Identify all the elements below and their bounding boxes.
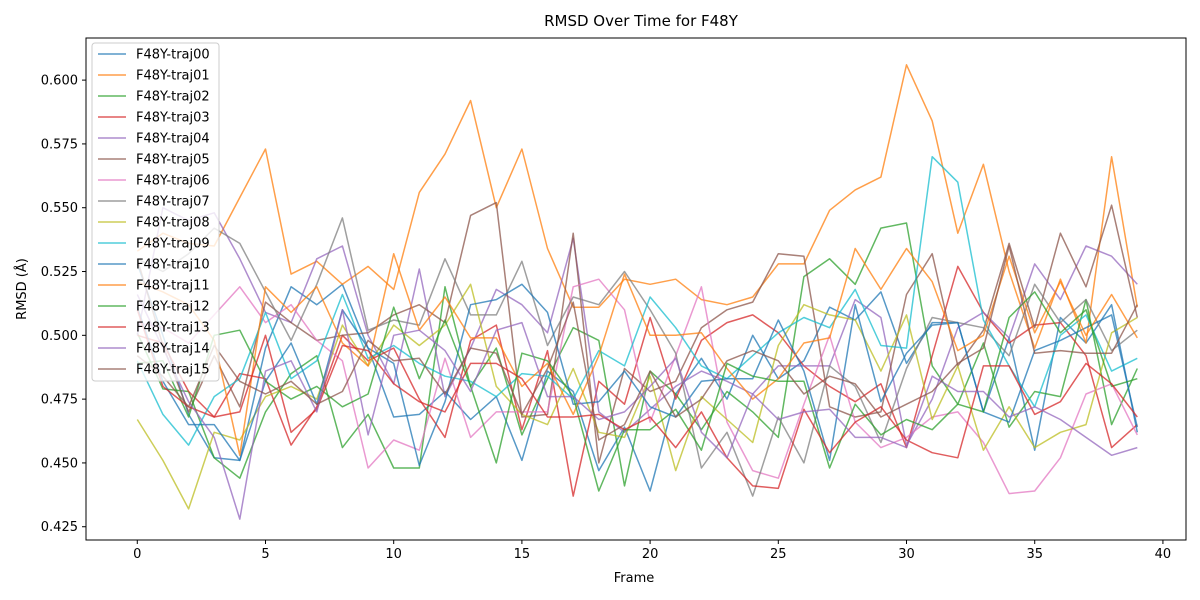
legend-label: F48Y-traj00: [136, 48, 210, 63]
y-tick-label: 0.475: [41, 393, 78, 408]
series-line-7: [136, 217, 1138, 497]
series-line-13: [136, 309, 1138, 490]
legend-label: F48Y-traj04: [136, 132, 210, 147]
legend-label: F48Y-traj13: [136, 321, 210, 336]
series-line-6: [137, 278, 1138, 495]
series-line-4: [136, 206, 1138, 446]
x-tick-label: 10: [385, 547, 402, 562]
legend: F48Y-traj00 F48Y-traj01 F48Y-traj02 F48Y-tr…: [91, 42, 220, 382]
legend-label: F48Y-traj03: [136, 111, 210, 126]
legend-label: F48Y-traj07: [136, 195, 210, 210]
legend-label: F48Y-traj12: [136, 300, 210, 315]
series-line-5: [136, 201, 1139, 464]
y-axis-title: RMSD (Å): [14, 258, 30, 320]
chart-title: RMSD Over Time for F48Y: [544, 12, 739, 30]
x-axis: 0 5 10 15 20 25 30 35 40: [133, 540, 1171, 562]
legend-label: F48Y-traj15: [136, 363, 210, 378]
legend-label: F48Y-traj14: [136, 342, 210, 357]
legend-box: [91, 42, 220, 382]
series-line-11: [137, 247, 1138, 457]
legend-items: F48Y-traj00 F48Y-traj01 F48Y-traj02 F48Y-tr…: [98, 48, 210, 378]
x-tick-label: 0: [133, 547, 141, 562]
legend-label: F48Y-traj08: [136, 216, 210, 231]
legend-label: F48Y-traj09: [136, 237, 210, 252]
series-line-10: [136, 283, 1139, 467]
y-tick-label: 0.575: [41, 137, 78, 152]
series-line-2: [136, 222, 1138, 487]
x-tick-label: 20: [642, 547, 659, 562]
y-tick-label: 0.525: [41, 265, 78, 280]
series-line-3: [137, 265, 1138, 497]
legend-label: F48Y-traj01: [136, 69, 210, 84]
y-tick-label: 0.500: [41, 329, 78, 344]
x-tick-label: 35: [1026, 547, 1043, 562]
legend-label: F48Y-traj06: [136, 174, 210, 189]
x-tick-label: 25: [770, 547, 787, 562]
y-tick-label: 0.425: [41, 520, 78, 535]
y-tick-label: 0.600: [41, 74, 78, 89]
series-line-1: [136, 64, 1139, 349]
x-tick-label: 15: [514, 547, 531, 562]
legend-label: F48Y-traj05: [136, 153, 210, 168]
legend-label: F48Y-traj11: [136, 279, 210, 294]
y-tick-label: 0.550: [41, 201, 78, 216]
x-axis-title: Frame: [614, 571, 655, 586]
y-tick-label: 0.450: [41, 456, 78, 471]
x-tick-label: 40: [1155, 547, 1172, 562]
y-axis: 0.425 0.450 0.475 0.500 0.525 0.550 0.575 0.600: [41, 74, 86, 535]
x-tick-label: 5: [261, 547, 269, 562]
legend-label: F48Y-traj10: [136, 258, 210, 273]
series-line-15: [136, 245, 1138, 441]
series-line-9: [136, 155, 1138, 446]
legend-label: F48Y-traj02: [136, 90, 210, 105]
x-tick-label: 30: [898, 547, 915, 562]
series-lines: [136, 64, 1139, 520]
plot-frame: [85, 37, 1187, 541]
